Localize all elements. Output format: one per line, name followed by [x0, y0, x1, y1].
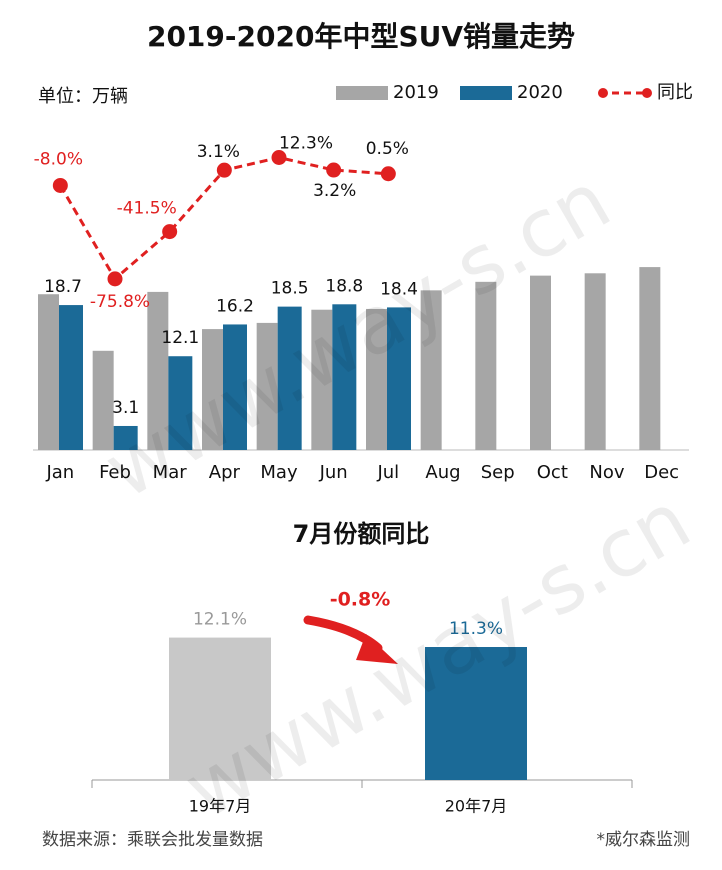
data-label: 11.3%: [449, 619, 503, 639]
data-label: 18.4: [380, 279, 418, 299]
arrow: [303, 615, 398, 664]
data-label: -75.8%: [90, 292, 150, 312]
data-label: 18.7: [44, 277, 82, 297]
bar: [639, 267, 661, 450]
bar: [59, 305, 83, 450]
bar: [387, 307, 411, 450]
bar: [223, 324, 247, 450]
bar: [92, 350, 114, 450]
bar: [277, 306, 302, 450]
data-label: -41.5%: [117, 199, 177, 219]
annotation: -0.8%: [330, 589, 391, 611]
bar: [113, 425, 138, 450]
yoy-point: [326, 162, 342, 178]
data-label: 3.1%: [197, 142, 240, 162]
bar: [311, 309, 333, 450]
legend-label: 2020: [517, 82, 563, 103]
x-tick-label: Jun: [319, 462, 348, 483]
legend-dot: [598, 88, 608, 98]
legend-dot: [642, 88, 652, 98]
footer-source: 数据来源：乘联会批发量数据: [42, 830, 263, 850]
legend-swatch: [336, 86, 388, 100]
chart-title: 2019-2020年中型SUV销量走势: [147, 20, 575, 53]
x-tick-label: May: [260, 462, 298, 483]
data-label: 3.1: [112, 398, 139, 418]
data-label: 12.1%: [193, 610, 247, 630]
data-label: 12.3%: [279, 133, 333, 153]
data-label: 16.2: [216, 296, 254, 316]
data-label: 18.8: [325, 276, 363, 296]
x-tick-label: Jan: [45, 462, 74, 483]
x-tick-label: 20年7月: [445, 797, 508, 816]
x-tick-label: Dec: [644, 462, 679, 483]
yoy-point: [52, 177, 68, 193]
bar: [256, 322, 278, 450]
data-label: 0.5%: [366, 139, 409, 159]
data-label: -8.0%: [34, 149, 83, 169]
bar: [169, 637, 271, 780]
bar: [584, 273, 606, 450]
data-label: 18.5: [271, 279, 309, 299]
x-tick-label: Nov: [589, 462, 624, 483]
bar: [168, 356, 193, 450]
x-tick-label: Mar: [153, 462, 188, 483]
bar: [475, 281, 497, 450]
chart-title: 7月份额同比: [293, 520, 430, 548]
bar: [202, 329, 223, 450]
data-label: 12.1: [161, 328, 199, 348]
x-tick-label: Sep: [481, 462, 515, 483]
bar: [38, 294, 59, 450]
legend-swatch: [460, 86, 512, 100]
footer-note: *威尔森监测: [597, 830, 691, 850]
x-tick-label: Oct: [537, 462, 568, 483]
bar: [147, 291, 169, 450]
yoy-point: [271, 149, 287, 165]
x-tick-label: Feb: [99, 462, 131, 483]
x-tick-label: Apr: [209, 462, 241, 483]
x-tick-label: Aug: [425, 462, 460, 483]
yoy-point: [162, 224, 178, 240]
bar: [530, 275, 551, 450]
x-tick-label: 19年7月: [189, 797, 252, 816]
x-tick-label: Jul: [376, 462, 399, 483]
bar: [366, 308, 387, 450]
data-label: 3.2%: [313, 181, 356, 201]
legend-label: 同比: [657, 82, 693, 103]
bar: [420, 290, 442, 450]
bar: [332, 304, 357, 450]
bar: [425, 647, 527, 780]
legend-label: 2019: [393, 82, 439, 103]
arrow-head: [356, 634, 398, 664]
unit-label: 单位：万辆: [38, 86, 128, 107]
yoy-point: [107, 271, 123, 287]
yoy-point: [216, 162, 232, 178]
yoy-point: [380, 166, 396, 182]
